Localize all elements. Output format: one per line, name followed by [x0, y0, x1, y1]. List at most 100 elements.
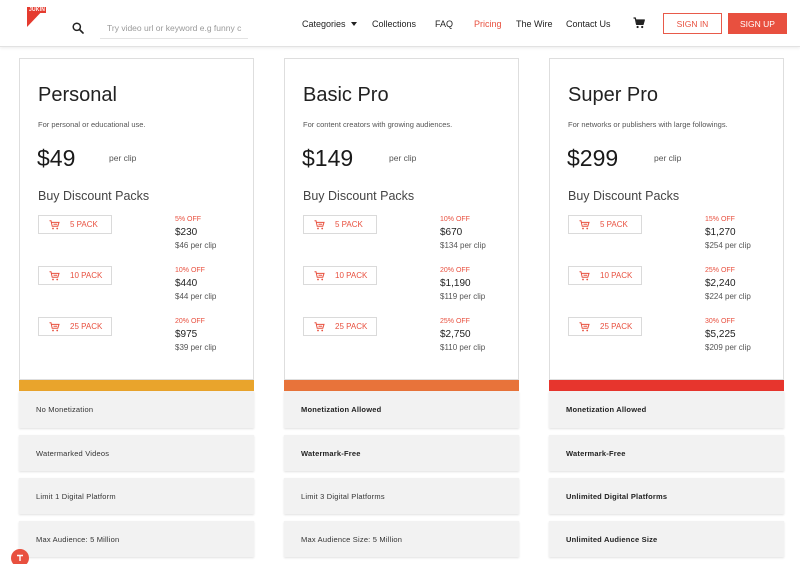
- nav-faq[interactable]: FAQ: [435, 19, 454, 29]
- cart-icon: [49, 321, 60, 331]
- per-clip-label: per clip: [389, 153, 417, 163]
- cart-icon: [314, 321, 325, 331]
- plan-price: $49: [37, 145, 76, 171]
- pack-per-clip: $254 per clip: [705, 241, 751, 250]
- plan-basic-pro: Basic Pro For content creators with grow…: [284, 58, 519, 557]
- plan-description: For networks or publishers with large fo…: [568, 120, 728, 129]
- discount-percent: 15% OFF: [705, 216, 735, 223]
- pack-total: $1,190: [440, 278, 471, 289]
- cart-icon: [314, 219, 325, 229]
- sign-up-button[interactable]: SIGN UP: [728, 13, 787, 34]
- nav-categories-label: Categories: [302, 19, 346, 29]
- pack-label: 10 PACK: [70, 271, 103, 280]
- discount-packs-title: Buy Discount Packs: [303, 189, 415, 203]
- pack-10-button[interactable]: 10 PACK: [568, 266, 642, 285]
- discount-percent: 10% OFF: [175, 267, 205, 274]
- chat-widget-icon[interactable]: [11, 549, 29, 564]
- feature-item: Unlimited Audience Size: [549, 521, 784, 557]
- plan-super-pro: Super Pro For networks or publishers wit…: [549, 58, 784, 557]
- plan-color-bar: [549, 380, 784, 391]
- nav-the-wire[interactable]: The Wire: [516, 19, 553, 29]
- plan-color-bar: [284, 380, 519, 391]
- nav-pricing[interactable]: Pricing: [474, 19, 502, 29]
- pack-label: 10 PACK: [600, 271, 633, 280]
- pack-label: 25 PACK: [70, 322, 103, 331]
- plan-card: Super Pro For networks or publishers wit…: [549, 58, 784, 380]
- discount-percent: 10% OFF: [440, 216, 470, 223]
- feature-item: Watermark-Free: [284, 435, 519, 471]
- feature-item: Monetization Allowed: [549, 391, 784, 428]
- pack-per-clip: $39 per clip: [175, 343, 217, 352]
- cart-icon: [579, 321, 590, 331]
- search-icon[interactable]: [72, 22, 84, 34]
- pack-25-button[interactable]: 25 PACK: [303, 317, 377, 336]
- discount-percent: 20% OFF: [175, 318, 205, 325]
- cart-icon: [49, 219, 60, 229]
- sign-in-button[interactable]: SIGN IN: [663, 13, 722, 34]
- cart-icon: [314, 270, 325, 280]
- pack-5-button[interactable]: 5 PACK: [303, 215, 377, 234]
- pack-total: $1,270: [705, 227, 736, 238]
- discount-packs-title: Buy Discount Packs: [568, 189, 680, 203]
- pack-label: 5 PACK: [335, 220, 363, 229]
- per-clip-label: per clip: [654, 153, 682, 163]
- feature-item: Limit 3 Digital Platforms: [284, 478, 519, 514]
- plan-price: $299: [567, 145, 619, 171]
- feature-item: No Monetization: [19, 391, 254, 428]
- pack-total: $2,240: [705, 278, 736, 289]
- plan-description: For personal or educational use.: [38, 120, 146, 129]
- pack-label: 5 PACK: [70, 220, 98, 229]
- discount-percent: 30% OFF: [705, 318, 735, 325]
- pack-25-button[interactable]: 25 PACK: [38, 317, 112, 336]
- pack-5-button[interactable]: 5 PACK: [568, 215, 642, 234]
- plan-description: For content creators with growing audien…: [303, 120, 453, 129]
- pack-total: $230: [175, 227, 198, 238]
- pack-label: 25 PACK: [335, 322, 368, 331]
- discount-percent: 25% OFF: [705, 267, 735, 274]
- feature-item: Max Audience: 5 Million: [19, 521, 254, 557]
- plan-card: Personal For personal or educational use…: [19, 58, 254, 380]
- cart-icon: [49, 270, 60, 280]
- pack-label: 5 PACK: [600, 220, 628, 229]
- per-clip-label: per clip: [109, 153, 137, 163]
- logo-text: JUKIN: [29, 7, 46, 13]
- discount-percent: 5% OFF: [175, 216, 202, 223]
- search-input[interactable]: [100, 17, 248, 39]
- nav-contact-us[interactable]: Contact Us: [566, 19, 611, 29]
- jukin-logo[interactable]: JUKIN: [27, 7, 46, 27]
- pack-total: $975: [175, 329, 198, 340]
- cart-icon: [579, 219, 590, 229]
- cart-icon: [579, 270, 590, 280]
- plan-name: Super Pro: [568, 84, 659, 106]
- pack-10-button[interactable]: 10 PACK: [303, 266, 377, 285]
- discount-packs-title: Buy Discount Packs: [38, 189, 150, 203]
- pack-per-clip: $46 per clip: [175, 241, 217, 250]
- nav-categories[interactable]: Categories: [302, 17, 357, 31]
- feature-item: Monetization Allowed: [284, 391, 519, 428]
- pack-label: 10 PACK: [335, 271, 368, 280]
- feature-item: Limit 1 Digital Platform: [19, 478, 254, 514]
- pack-per-clip: $134 per clip: [440, 241, 486, 250]
- pack-10-button[interactable]: 10 PACK: [38, 266, 112, 285]
- pack-total: $2,750: [440, 329, 471, 340]
- plan-personal: Personal For personal or educational use…: [19, 58, 254, 557]
- plan-price: $149: [302, 145, 354, 171]
- discount-percent: 20% OFF: [440, 267, 470, 274]
- pack-25-button[interactable]: 25 PACK: [568, 317, 642, 336]
- pack-total: $670: [440, 227, 463, 238]
- feature-item: Watermark-Free: [549, 435, 784, 471]
- plan-color-bar: [19, 380, 254, 391]
- site-header: JUKIN Categories Collections FAQ Pricing…: [0, 0, 800, 47]
- pack-5-button[interactable]: 5 PACK: [38, 215, 112, 234]
- feature-item: Watermarked Videos: [19, 435, 254, 471]
- cart-icon[interactable]: [633, 17, 645, 29]
- feature-item: Unlimited Digital Platforms: [549, 478, 784, 514]
- feature-item: Max Audience Size: 5 Million: [284, 521, 519, 557]
- pack-per-clip: $44 per clip: [175, 292, 217, 301]
- pack-per-clip: $110 per clip: [440, 343, 486, 352]
- nav-collections[interactable]: Collections: [372, 19, 417, 29]
- plan-name: Basic Pro: [303, 84, 389, 106]
- plan-card: Basic Pro For content creators with grow…: [284, 58, 519, 380]
- discount-percent: 25% OFF: [440, 318, 470, 325]
- pack-total: $5,225: [705, 329, 736, 340]
